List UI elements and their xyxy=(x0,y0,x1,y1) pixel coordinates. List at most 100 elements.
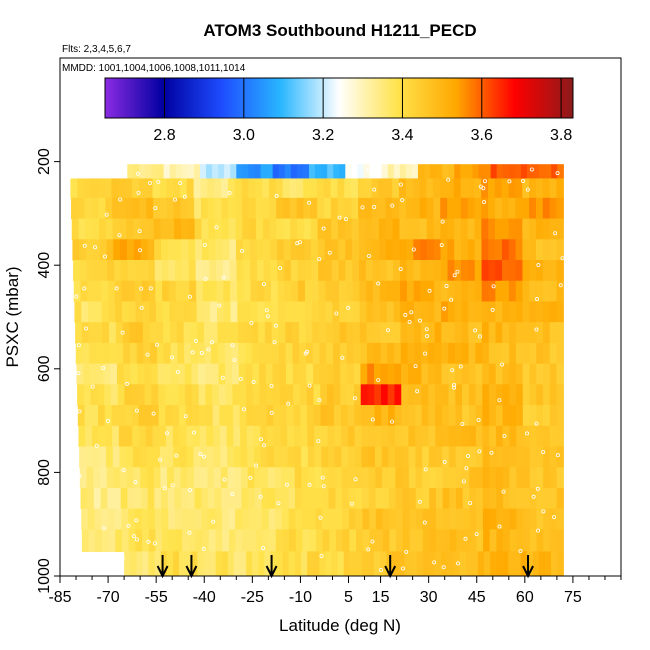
heatmap-cell xyxy=(495,322,503,344)
heatmap-cell xyxy=(307,446,316,468)
heatmap-cell xyxy=(368,446,376,468)
heatmap-cell xyxy=(313,551,320,576)
heatmap-cell xyxy=(415,467,423,489)
sample-point xyxy=(398,266,403,271)
sample-point xyxy=(201,546,206,551)
heatmap-cell xyxy=(77,178,85,199)
heatmap-cell xyxy=(495,239,503,261)
heatmap-cell xyxy=(134,508,143,530)
heatmap-cell xyxy=(455,405,463,427)
heatmap-cell xyxy=(219,425,228,448)
heatmap-cell xyxy=(346,342,354,365)
heatmap-cell xyxy=(251,342,260,365)
heatmap-cell xyxy=(353,363,362,385)
heatmap-cell xyxy=(211,342,219,365)
heatmap-cell xyxy=(290,164,298,180)
heatmap-cell xyxy=(157,164,165,180)
sample-point xyxy=(76,371,81,376)
sample-point xyxy=(230,343,235,348)
heatmap-cell xyxy=(502,467,511,489)
heatmap-cell xyxy=(556,260,564,282)
heatmap-cell xyxy=(380,551,388,576)
heatmap-cell xyxy=(224,164,231,180)
heatmap-cell xyxy=(556,446,564,468)
heatmap-cell xyxy=(392,178,400,199)
heatmap-cell xyxy=(262,178,270,199)
heatmap-cell xyxy=(200,197,209,220)
heatmap-cell xyxy=(371,197,380,220)
heatmap-cell xyxy=(166,551,174,576)
heatmap-cell xyxy=(344,218,353,240)
sample-point xyxy=(134,518,139,523)
sample-point xyxy=(170,483,175,488)
sample-point xyxy=(400,566,405,571)
heatmap-cell xyxy=(455,446,464,468)
heatmap-cell xyxy=(379,260,387,282)
colorbar-tick-label: 3.0 xyxy=(233,127,255,144)
heatmap-cell xyxy=(454,342,463,365)
sample-point xyxy=(178,180,183,185)
heatmap-cell xyxy=(399,164,407,180)
heatmap-cell xyxy=(476,508,484,530)
heatmap-cell xyxy=(347,405,355,427)
heatmap-cell xyxy=(369,164,377,180)
sample-point xyxy=(154,342,159,347)
heatmap-cell xyxy=(214,487,222,510)
sample-point xyxy=(93,245,98,250)
heatmap-cell xyxy=(353,322,361,344)
heatmap-cell xyxy=(281,487,289,510)
heatmap-cell xyxy=(84,405,92,427)
heatmap-cell xyxy=(429,551,436,576)
sample-point xyxy=(261,546,266,551)
heatmap-cell xyxy=(420,260,428,282)
heatmap-cell xyxy=(159,197,168,220)
heatmap-cell xyxy=(502,363,510,385)
heatmap-cell xyxy=(209,280,218,303)
heatmap-cell xyxy=(157,363,165,385)
heatmap-cell xyxy=(121,529,130,552)
heatmap-cell xyxy=(212,164,219,180)
sample-point xyxy=(317,257,322,262)
heatmap-cell xyxy=(79,260,88,282)
heatmap-cell xyxy=(419,178,427,199)
heatmap-cell xyxy=(448,446,457,468)
heatmap-cell xyxy=(400,322,408,344)
heatmap-cell xyxy=(481,260,490,282)
heatmap-cell xyxy=(215,508,223,530)
heatmap-cell xyxy=(426,218,435,240)
heatmap-cell xyxy=(240,425,248,448)
heatmap-cell xyxy=(433,239,442,261)
heatmap-cell xyxy=(305,322,314,344)
heatmap-cell xyxy=(515,239,523,261)
sample-point xyxy=(531,494,536,499)
heatmap-cell xyxy=(153,218,162,240)
heatmap-cell xyxy=(332,322,341,344)
heatmap-cell xyxy=(102,342,111,365)
heatmap-cell xyxy=(461,301,469,323)
heatmap-cell xyxy=(89,363,98,385)
heatmap-cell xyxy=(508,551,516,576)
colorbar-tick-label: 3.8 xyxy=(550,127,572,144)
heatmap-cell xyxy=(193,446,201,468)
heatmap-cell xyxy=(181,239,189,261)
heatmap-cell xyxy=(287,425,295,448)
heatmap-cell xyxy=(216,280,224,303)
heatmap-cell xyxy=(422,529,431,552)
heatmap-cell xyxy=(230,164,237,180)
heatmap-cell xyxy=(146,467,155,489)
heatmap-cell xyxy=(362,487,370,510)
sample-point xyxy=(74,294,79,299)
sample-point xyxy=(198,452,203,457)
heatmap-cell xyxy=(508,280,517,303)
heatmap-cell xyxy=(442,164,449,180)
heatmap-cell xyxy=(375,164,383,180)
heatmap-cell xyxy=(434,280,442,303)
heatmap-cell xyxy=(405,164,413,180)
heatmap-cell xyxy=(488,260,496,282)
sample-point xyxy=(77,409,82,414)
sample-point xyxy=(376,281,381,286)
heatmap-cell xyxy=(270,239,278,261)
heatmap-cell xyxy=(529,301,537,323)
heatmap-cell xyxy=(462,487,471,510)
heatmap-cell xyxy=(236,239,244,261)
